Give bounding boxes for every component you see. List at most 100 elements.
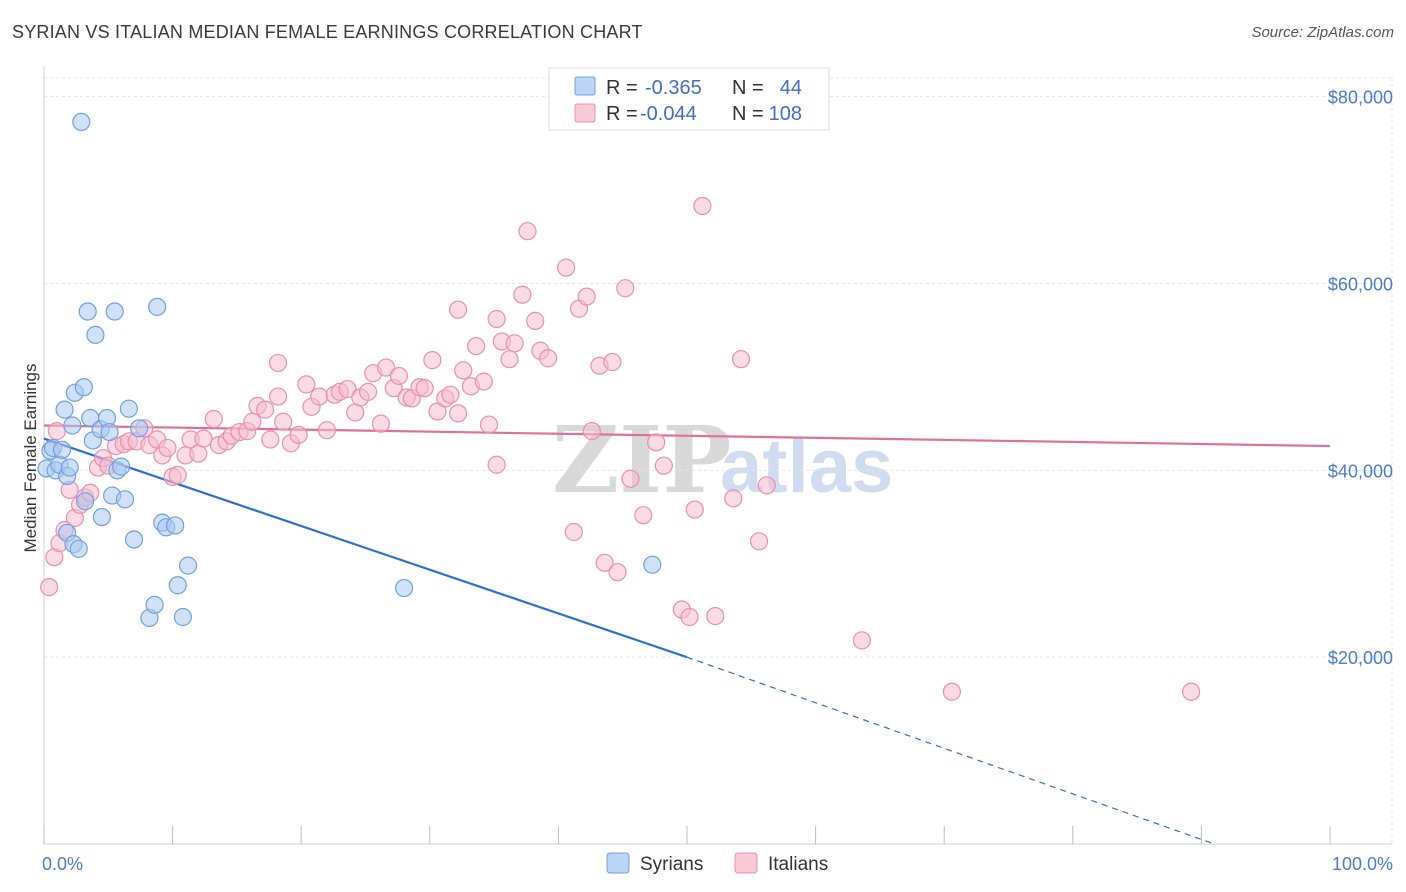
syrians-point-36 xyxy=(173,607,192,627)
syrians-point-10 xyxy=(55,400,74,419)
syrians-point-25 xyxy=(112,457,131,476)
italians-point-74 xyxy=(513,285,532,304)
italians-point-41 xyxy=(297,375,316,394)
italians-point-44 xyxy=(317,421,337,440)
italians-point-22 xyxy=(168,465,187,485)
italians-point-40 xyxy=(289,425,308,444)
syrians-point-41 xyxy=(119,399,138,418)
italians-point-35 xyxy=(256,400,275,419)
italians-point-76 xyxy=(526,311,545,330)
bottom-legend: Syrians Italians xyxy=(606,852,828,875)
syrians-point-19 xyxy=(92,507,111,527)
italians-point-81 xyxy=(577,287,596,306)
bottom-legend-syrians: Syrians xyxy=(640,854,703,875)
italians-point-79 xyxy=(557,258,576,277)
italians-point-26 xyxy=(194,429,213,448)
chart-title: SYRIAN VS ITALIAN MEDIAN FEMALE EARNINGS… xyxy=(12,22,643,42)
italians-point-105 xyxy=(942,682,962,701)
italians-point-73 xyxy=(505,334,524,353)
italians-point-63 xyxy=(441,385,460,404)
y-tick-label-3: $80,000 xyxy=(1328,88,1393,108)
y-tick-labels: $20,000 $40,000 $60,000 $80,000 xyxy=(1328,88,1393,668)
italians-point-65 xyxy=(454,361,473,380)
italians-point-64 xyxy=(448,404,468,423)
italians-point-33 xyxy=(243,412,262,431)
italians-point-97 xyxy=(685,500,704,519)
legend-italians-r-value: -0.044 xyxy=(640,103,697,125)
watermark: ZIP atlas xyxy=(552,406,893,514)
syrians-point-7 xyxy=(60,458,79,477)
italians-point-37 xyxy=(268,387,288,406)
italians-point-60 xyxy=(423,351,442,370)
italians-point-0 xyxy=(40,578,59,597)
syrians-point-27 xyxy=(124,530,144,549)
italians-point-78 xyxy=(539,349,558,368)
italians-point-89 xyxy=(595,553,614,572)
syrians-point-28 xyxy=(130,419,149,438)
syrians-point-11 xyxy=(72,112,91,132)
trendline-extension-syrians xyxy=(686,656,1215,845)
y-tick-label-1: $40,000 xyxy=(1328,461,1393,481)
legend-swatch-italians xyxy=(574,103,596,123)
syrians-point-40 xyxy=(69,539,88,558)
x-tick-labels: 0.0% 100.0% xyxy=(42,854,1393,874)
italians-point-20 xyxy=(158,438,177,458)
italians-point-38 xyxy=(274,412,293,431)
legend: R = -0.365 N = 44 R = -0.044 N = 108 xyxy=(548,67,830,131)
legend-italians-r-label: R = xyxy=(606,103,638,125)
italians-point-104 xyxy=(852,631,871,650)
italians-point-102 xyxy=(749,532,769,551)
syrians-point-34 xyxy=(166,516,185,535)
italians-point-68 xyxy=(474,372,493,391)
legend-syrians-r-value: -0.365 xyxy=(645,77,702,99)
italians-point-84 xyxy=(616,279,635,298)
italians-point-108 xyxy=(47,422,66,441)
italians-point-103 xyxy=(757,476,776,495)
italians-point-52 xyxy=(371,414,391,433)
syrians-points xyxy=(37,112,662,628)
trendline-syrians xyxy=(43,437,688,659)
syrians-point-17 xyxy=(86,325,105,344)
syrians-point-8 xyxy=(63,416,82,435)
italians-point-72 xyxy=(500,350,519,369)
italians-point-50 xyxy=(358,382,378,401)
syrians-point-13 xyxy=(76,492,95,511)
italians-point-106 xyxy=(1182,682,1201,701)
chart-source: Source: ZipAtlas.com xyxy=(1251,24,1394,41)
legend-syrians-n-label: N = xyxy=(732,77,764,99)
bottom-legend-italians: Italians xyxy=(768,854,828,875)
syrians-point-12 xyxy=(74,378,93,397)
legend-box xyxy=(548,67,830,131)
italians-point-53 xyxy=(376,358,396,377)
italians-point-100 xyxy=(724,489,743,508)
italians-point-55 xyxy=(389,366,409,386)
italians-point-86 xyxy=(487,455,506,474)
syrians-point-31 xyxy=(148,297,167,316)
syrians-point-21 xyxy=(100,422,119,442)
italians-point-47 xyxy=(338,379,357,399)
syrians-point-43 xyxy=(643,555,662,574)
italians-point-92 xyxy=(634,506,653,525)
legend-italians-n-label: N = xyxy=(732,103,764,125)
italians-point-67 xyxy=(466,337,486,356)
legend-swatch-syrians xyxy=(574,76,596,96)
italians-point-83 xyxy=(603,352,622,372)
syrians-point-23 xyxy=(105,302,124,321)
italians-point-70 xyxy=(487,309,506,329)
trendline-italians xyxy=(43,424,1331,448)
italians-point-88 xyxy=(582,422,601,441)
syrians-point-30 xyxy=(145,595,164,614)
y-axis-label: Median Female Earnings xyxy=(21,364,40,553)
bottom-legend-swatch-italians xyxy=(734,852,758,874)
syrians-point-35 xyxy=(168,576,187,595)
italians-point-59 xyxy=(415,379,434,398)
italians-point-85 xyxy=(448,300,468,319)
italians-point-75 xyxy=(518,222,537,241)
syrians-point-37 xyxy=(178,556,198,575)
italians-point-99 xyxy=(706,606,725,626)
legend-syrians-r-label: R = xyxy=(606,77,638,99)
bottom-legend-swatch-syrians xyxy=(606,852,630,874)
x-tick-label-0: 0.0% xyxy=(42,854,83,874)
italians-point-98 xyxy=(693,196,712,216)
